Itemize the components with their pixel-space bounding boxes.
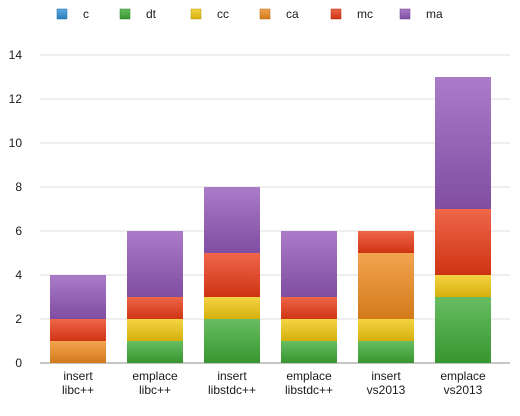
- x-tick-label: vs2013: [367, 383, 406, 397]
- x-tick-label: insert: [217, 369, 247, 383]
- y-tick-label: 10: [9, 136, 23, 150]
- legend-label-dt: dt: [146, 7, 157, 21]
- bar-segment-mc: [204, 253, 260, 297]
- legend: c dt cc ca mc ma: [56, 7, 443, 21]
- legend-swatch-dt: [119, 8, 131, 20]
- bar-segment-mc: [358, 231, 414, 253]
- x-tick-label: libc++: [139, 383, 171, 397]
- legend-swatch-cc: [190, 8, 202, 20]
- x-tick-label: emplace: [132, 369, 178, 383]
- legend-swatch-ma: [399, 8, 411, 20]
- bar-segment-dt: [435, 297, 491, 363]
- y-tick-label: 4: [15, 268, 22, 282]
- y-tick-label: 0: [15, 356, 22, 370]
- legend-swatch-mc: [330, 8, 342, 20]
- bar-segment-cc: [204, 297, 260, 319]
- legend-swatch-c: [56, 8, 68, 20]
- bar-segment-dt: [358, 341, 414, 363]
- legend-label-c: c: [83, 7, 89, 21]
- bar-segment-ca: [358, 253, 414, 319]
- x-tick-label: libc++: [62, 383, 94, 397]
- bar-segment-dt: [204, 319, 260, 363]
- y-tick-label: 14: [9, 48, 23, 62]
- bar-segment-ma: [435, 77, 491, 209]
- legend-label-mc: mc: [357, 7, 373, 21]
- legend-label-ma: ma: [426, 7, 443, 21]
- bar-segment-mc: [281, 297, 337, 319]
- x-tick-label: emplace: [440, 369, 486, 383]
- bar-segment-ma: [281, 231, 337, 297]
- bars: [50, 77, 491, 363]
- bar-segment-mc: [50, 319, 106, 341]
- grid-lines: [40, 54, 510, 364]
- y-tick-label: 2: [15, 312, 22, 326]
- legend-label-ca: ca: [286, 7, 299, 21]
- bar-segment-mc: [127, 297, 183, 319]
- x-tick-label: insert: [371, 369, 401, 383]
- legend-swatch-ca: [259, 8, 271, 20]
- x-tick-label: emplace: [286, 369, 332, 383]
- x-tick-label: insert: [63, 369, 93, 383]
- bar-segment-mc: [435, 209, 491, 275]
- bar-segment-dt: [281, 341, 337, 363]
- y-axis-ticks: 0 2 4 6 8 10 12 14: [9, 48, 23, 370]
- bar-segment-ma: [204, 187, 260, 253]
- y-tick-label: 12: [9, 92, 23, 106]
- bar-segment-ma: [50, 275, 106, 319]
- bar-segment-cc: [358, 319, 414, 341]
- bar-segment-ca: [50, 341, 106, 363]
- legend-label-cc: cc: [217, 7, 229, 21]
- y-tick-label: 8: [15, 180, 22, 194]
- bar-segment-cc: [127, 319, 183, 341]
- bar-segment-cc: [281, 319, 337, 341]
- bar-segment-ma: [127, 231, 183, 297]
- x-tick-label: libstdc++: [208, 383, 256, 397]
- x-tick-label: libstdc++: [285, 383, 333, 397]
- x-tick-label: vs2013: [444, 383, 483, 397]
- bar-segment-dt: [127, 341, 183, 363]
- y-tick-label: 6: [15, 224, 22, 238]
- bar-segment-cc: [435, 275, 491, 297]
- x-axis-ticks: insertlibc++emplacelibc++insertlibstdc++…: [62, 369, 486, 397]
